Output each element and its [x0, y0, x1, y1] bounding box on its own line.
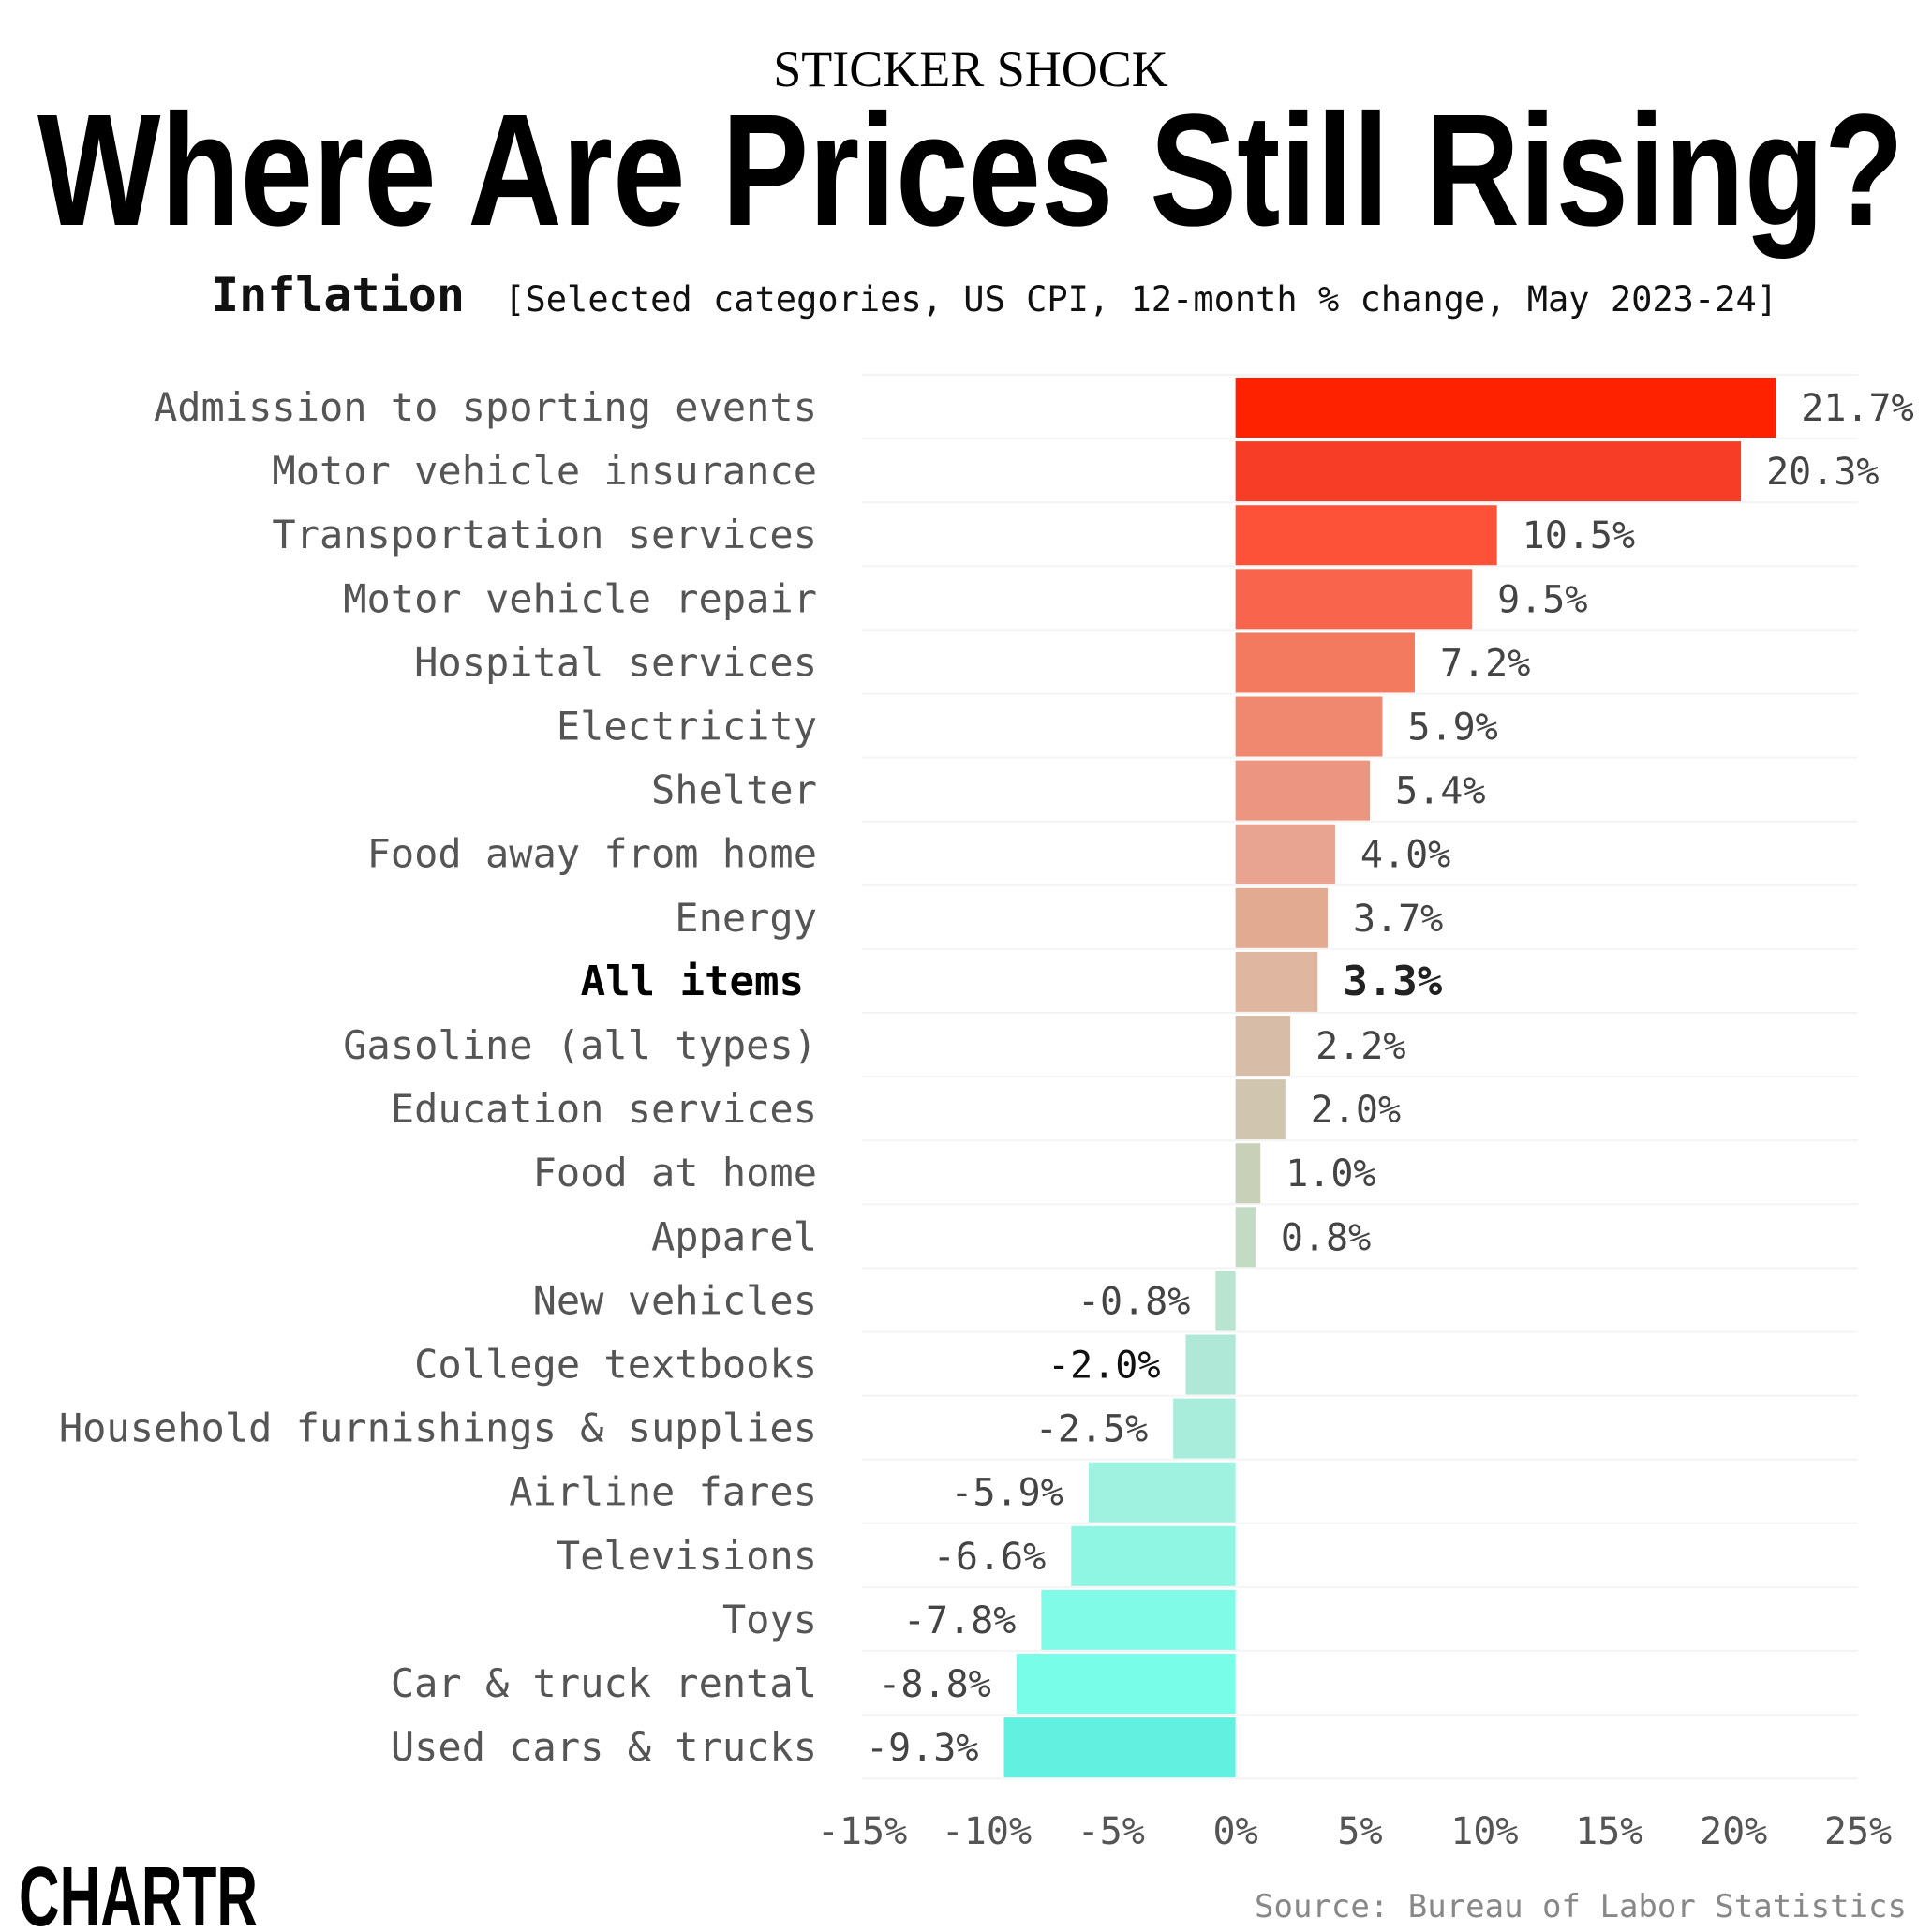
data-label: -6.6% — [933, 1536, 1046, 1579]
gridlines — [862, 374, 1858, 1780]
subtitle-bold: Inflation — [211, 268, 465, 322]
category-label: Car & truck rental — [391, 1660, 817, 1706]
bar — [1215, 1271, 1236, 1331]
x-tick-label: 10% — [1450, 1810, 1518, 1853]
bar — [1235, 1016, 1291, 1076]
bar — [1235, 632, 1415, 693]
data-label: -0.8% — [1077, 1280, 1190, 1323]
subtitle: Inflation [Selected categories, US CPI, … — [211, 268, 1777, 322]
data-label: -9.3% — [866, 1727, 978, 1770]
category-label: Televisions — [557, 1533, 817, 1579]
chart-title: Where Are Prices Still Rising? — [37, 82, 1904, 260]
bar — [1235, 441, 1742, 502]
category-label: Used cars & trucks — [391, 1724, 817, 1770]
category-label: Toys — [722, 1597, 817, 1642]
data-label: 10.5% — [1523, 514, 1635, 557]
bar — [1235, 1143, 1261, 1204]
data-label: -7.8% — [903, 1599, 1016, 1642]
data-label: -2.0% — [1048, 1345, 1160, 1388]
data-label: 2.0% — [1311, 1089, 1401, 1132]
bar — [1071, 1525, 1236, 1586]
category-label: Motor vehicle repair — [343, 575, 817, 621]
source-note: Source: Bureau of Labor Statistics — [1255, 1888, 1907, 1925]
category-label: College textbooks — [414, 1342, 817, 1388]
data-label: 20.3% — [1766, 451, 1879, 494]
bar — [1235, 569, 1473, 630]
bar — [1173, 1398, 1236, 1459]
data-label: 9.5% — [1497, 578, 1587, 621]
bar — [1235, 505, 1497, 566]
x-tick-label: -10% — [942, 1810, 1032, 1853]
bar — [1235, 760, 1371, 821]
chartr-logo: CHARTR — [19, 1850, 258, 1932]
bar — [1235, 696, 1383, 757]
category-label: Admission to sporting events — [154, 384, 817, 430]
data-label: 3.3% — [1343, 958, 1442, 1005]
bar — [1235, 1207, 1256, 1268]
data-label: 2.2% — [1315, 1025, 1405, 1068]
bar — [1016, 1654, 1236, 1714]
data-label: -2.5% — [1035, 1408, 1148, 1451]
category-labels: Admission to sporting events Motor vehicl… — [59, 384, 817, 1770]
data-label: 3.7% — [1353, 898, 1443, 941]
category-label: Shelter — [651, 767, 817, 813]
x-axis-ticks: -15% -10% -5% 0% 5% 10% 15% 20% 25% — [817, 1810, 1892, 1853]
x-tick-label: -5% — [1077, 1810, 1145, 1853]
data-label: 5.4% — [1395, 770, 1485, 813]
x-tick-label: -15% — [817, 1810, 907, 1853]
category-label: Food at home — [533, 1150, 817, 1196]
category-label: All items — [581, 958, 804, 1005]
bar — [1003, 1717, 1236, 1778]
data-label: -8.8% — [878, 1663, 990, 1706]
category-label: Airline fares — [509, 1469, 817, 1515]
data-label: 0.8% — [1281, 1216, 1371, 1259]
category-label: New vehicles — [533, 1277, 817, 1323]
category-label: Food away from home — [367, 831, 817, 877]
category-label: Electricity — [557, 704, 817, 750]
bar — [1235, 378, 1776, 438]
x-tick-label: 0% — [1213, 1810, 1258, 1853]
x-tick-label: 20% — [1700, 1810, 1767, 1853]
bar — [1235, 951, 1318, 1012]
category-label: Gasoline (all types) — [343, 1022, 817, 1068]
kicker: STICKER SHOCK — [773, 41, 1168, 97]
category-label: Motor vehicle insurance — [272, 448, 817, 494]
data-label: 7.2% — [1440, 642, 1530, 685]
data-labels: 21.7% 20.3% 10.5% 9.5% 7.2% 5.9% 5.4% 4.0% 3.7% 3… — [866, 387, 1914, 1770]
bar — [1235, 1079, 1286, 1140]
x-tick-label: 15% — [1575, 1810, 1642, 1853]
bars — [1003, 378, 1776, 1778]
data-label: 1.0% — [1286, 1152, 1375, 1196]
category-label: Hospital services — [414, 639, 817, 685]
data-label: 5.9% — [1407, 706, 1497, 750]
data-label: 21.7% — [1801, 387, 1913, 430]
category-label: Apparel — [651, 1213, 817, 1259]
x-tick-label: 25% — [1824, 1810, 1892, 1853]
bar — [1088, 1462, 1236, 1523]
category-label: Education services — [391, 1086, 817, 1132]
bar — [1235, 824, 1335, 884]
subtitle-rest: [Selected categories, US CPI, 12-month %… — [504, 279, 1777, 320]
category-label: Household furnishings & supplies — [59, 1405, 817, 1451]
data-label: 4.0% — [1360, 834, 1450, 877]
category-label: Transportation services — [272, 512, 817, 557]
x-tick-label: 5% — [1337, 1810, 1382, 1853]
bar — [1041, 1589, 1236, 1650]
bar — [1235, 887, 1328, 948]
bar — [1185, 1334, 1236, 1395]
data-label: -5.9% — [950, 1472, 1063, 1515]
category-label: Energy — [675, 895, 817, 941]
